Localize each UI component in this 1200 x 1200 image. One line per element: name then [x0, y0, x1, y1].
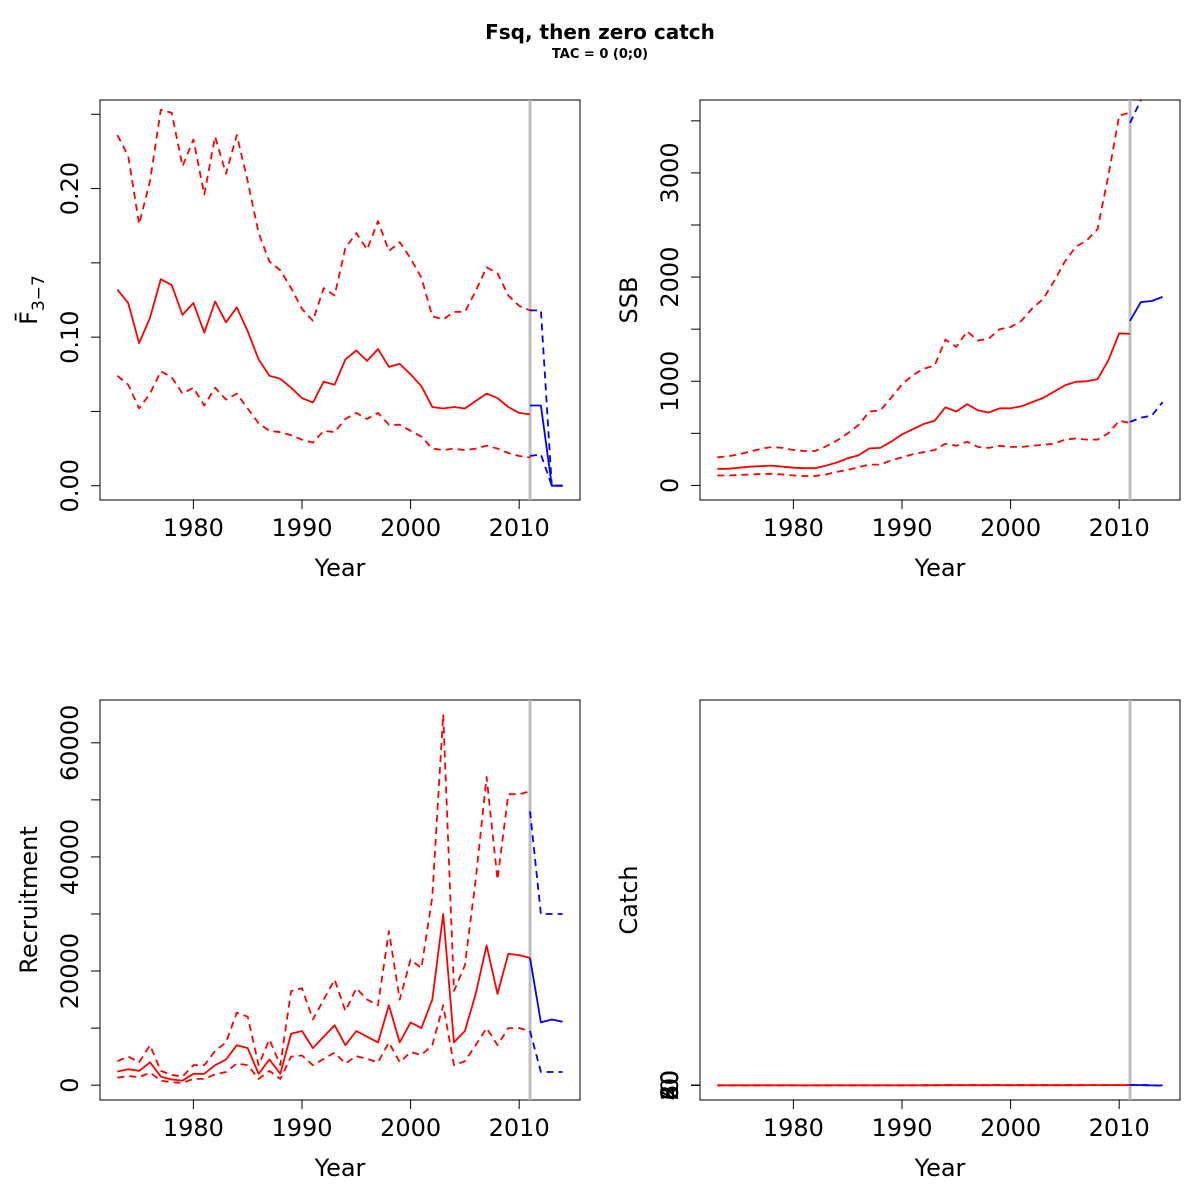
- series-projection-median: [529, 957, 563, 1024]
- y-tick-label: 0.00: [56, 459, 84, 512]
- x-tick-label: 2000: [380, 1114, 441, 1142]
- series-historic-upper: [717, 111, 1131, 459]
- chart-panel-top-right: 1980 1990 2000 2010 0 1000 2000 3000 Year SSB: [615, 99, 1181, 582]
- y-tick-label: 2000: [656, 247, 684, 308]
- y-tick-label: 20000: [56, 933, 84, 1009]
- x-tick-label: 1990: [271, 514, 332, 542]
- x-tick-label: 1980: [763, 514, 824, 542]
- y-tick-label: 20: [656, 1070, 684, 1101]
- x-tick-label: 2010: [1089, 514, 1150, 542]
- x-tick-label: 2010: [1089, 1114, 1150, 1142]
- y-tick-label: 0: [656, 1078, 684, 1093]
- x-tick-label: 1990: [271, 1114, 332, 1142]
- figure-title: Fsq, then zero catch: [485, 20, 715, 44]
- plot-area: [117, 700, 563, 1100]
- y-axis-label: Catch: [615, 865, 643, 934]
- chart-panel-top-left: 1980 1990 2000 2010 0.00 0.10 0.20 Year F̄3−7: [14, 99, 581, 582]
- x-axis-label: Year: [914, 554, 966, 582]
- y-tick-label: 60: [656, 1070, 684, 1101]
- series-historic-median: [116, 278, 531, 416]
- x-tick-label: 1990: [871, 1114, 932, 1142]
- x-tick-label: 2000: [980, 1114, 1041, 1142]
- y-tick-label: 0: [656, 478, 684, 493]
- series-projection-upper: [1129, 100, 1143, 124]
- x-tick-label: 2010: [489, 514, 550, 542]
- series-projection-median: [530, 404, 563, 487]
- series-projection-lower: [529, 453, 563, 487]
- plot-frame: [699, 699, 1181, 1101]
- plot-frame: [99, 99, 581, 501]
- y-tick-label: 1000: [656, 351, 684, 412]
- y-axis-label: SSB: [615, 277, 643, 324]
- series-projection-median: [1129, 296, 1163, 322]
- y-axis-label: F̄3−7: [14, 275, 49, 325]
- series-historic-lower: [717, 419, 1131, 477]
- y-tick-label: 80: [656, 1070, 684, 1101]
- y-tick-label: 0.10: [56, 310, 84, 363]
- series-historic-upper: [117, 713, 531, 1078]
- x-tick-label: 2000: [380, 514, 441, 542]
- plot-area: [717, 700, 1163, 1100]
- plot-area: [717, 100, 1164, 500]
- series-historic-lower: [117, 1004, 531, 1084]
- series-projection-lower: [1129, 401, 1164, 423]
- y-tick-label: 60000: [56, 705, 84, 781]
- x-tick-label: 1980: [163, 514, 224, 542]
- x-tick-label: 2010: [489, 1114, 550, 1142]
- series-historic-upper: [116, 108, 531, 322]
- series-projection-lower: [529, 1030, 563, 1073]
- figure-subtitle: TAC = 0 (0;0): [551, 47, 649, 62]
- x-axis-label: Year: [314, 1154, 366, 1182]
- x-tick-label: 1980: [163, 1114, 224, 1142]
- chart-panel-bottom-left: 1980 1990 2000 2010 0 20000 40000 60000 Year Recr…: [15, 699, 581, 1182]
- x-tick-label: 1990: [871, 514, 932, 542]
- x-axis-label: Year: [314, 554, 366, 582]
- plot-frame: [699, 99, 1181, 501]
- y-tick-label: 40: [656, 1070, 684, 1101]
- y-tick-label: 0: [56, 1078, 84, 1093]
- y-tick-label: 40000: [56, 819, 84, 895]
- plot-area: [116, 100, 563, 500]
- series-projection-upper: [530, 309, 563, 487]
- y-tick-label: 0.20: [56, 162, 84, 215]
- plot-frame: [99, 699, 581, 1101]
- x-tick-label: 1980: [763, 1114, 824, 1142]
- series-historic-median: [117, 913, 531, 1082]
- x-tick-label: 2000: [980, 514, 1041, 542]
- y-axis-label: Recruitment: [15, 826, 43, 973]
- series-historic-lower: [116, 370, 531, 459]
- y-tick-label: 3000: [656, 142, 684, 203]
- series-historic-median: [717, 332, 1131, 470]
- series-projection-upper: [529, 811, 563, 915]
- x-axis-label: Year: [914, 1154, 966, 1182]
